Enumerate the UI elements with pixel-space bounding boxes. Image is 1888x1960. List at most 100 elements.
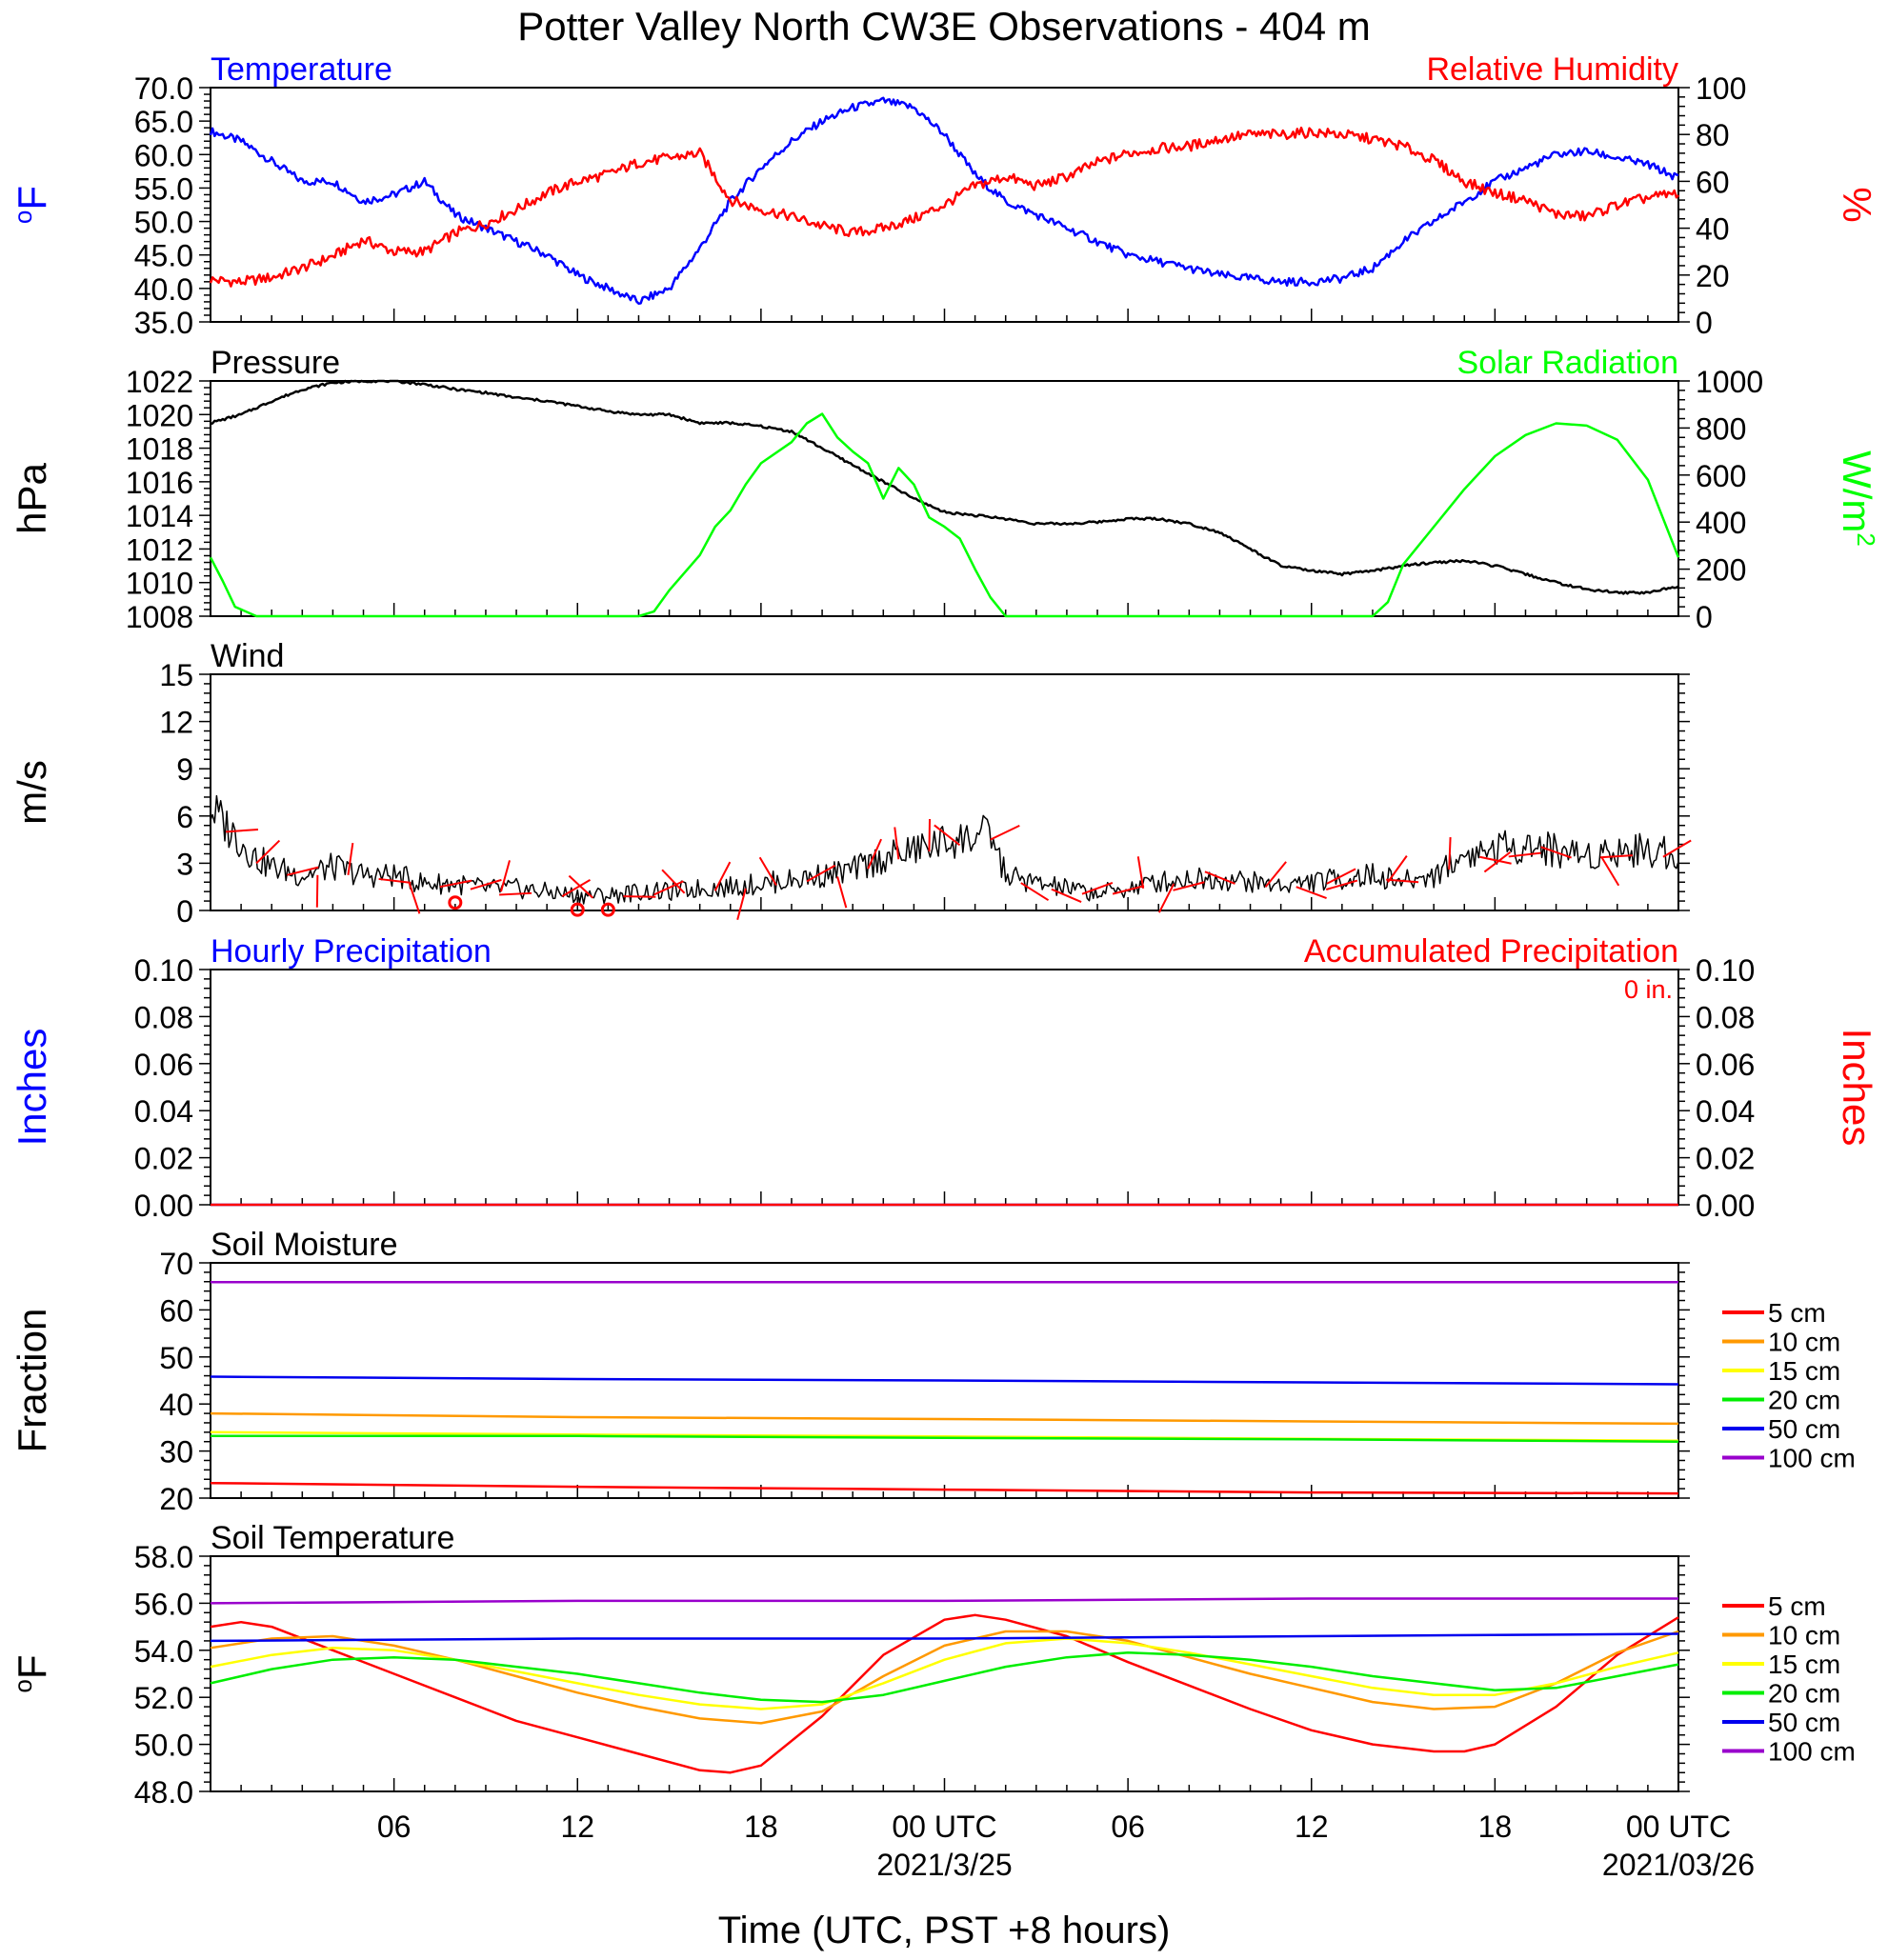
left-tick-label: 0.02 [134,1142,193,1176]
precip-total-annotation: 0 in. [1624,975,1673,1004]
x-tick-label: 06 [377,1810,412,1844]
wind-barb [806,864,836,883]
x-date-label: 2021/03/26 [1602,1848,1755,1882]
wind-barb [408,882,421,914]
wind-barb [1295,886,1327,899]
wind-barb [661,869,686,894]
panel-title-left: Soil Temperature [211,1520,454,1556]
calm-wind-marker [600,902,615,917]
left-tick-label: 0.04 [134,1094,193,1129]
right-tick-label: 0.08 [1696,1000,1755,1034]
y-axis-label-right: W/m2 [1835,450,1880,547]
x-tick-label: 18 [1478,1810,1513,1844]
left-tick-label: 70.0 [134,71,193,106]
left-tick-label: 20 [159,1482,193,1516]
right-tick-label: 200 [1696,553,1746,588]
series-wind [210,794,1679,905]
wind-barb [1508,851,1541,858]
wind-barb [894,827,900,860]
y-axis-label-left: Fraction [10,1309,54,1453]
wind-barb [287,866,319,876]
left-tick-label: 1008 [126,600,193,634]
left-tick-label: 1012 [126,532,193,567]
left-tick-label: 15 [159,658,193,692]
left-tick-label: 3 [176,847,193,881]
wind-barb [1173,881,1205,891]
panel-wind: 0 3 6 9 12 15 Wind m/s [10,638,1692,929]
left-tick-label: 70 [159,1247,193,1281]
right-tick-label: 600 [1696,459,1746,493]
figure-title: Potter Valley North CW3E Observations - … [517,4,1371,49]
legend-label: 10 cm [1768,1621,1840,1650]
legend-label: 20 cm [1768,1679,1840,1709]
left-tick-label: 54.0 [134,1634,193,1669]
wind-barb [1386,878,1419,884]
left-tick-label: 50.0 [134,206,193,240]
wind-barb [934,824,961,847]
wind-barb [1483,851,1512,873]
wind-barb [315,874,319,908]
series-pressure [210,379,1679,595]
right-tick-label: 400 [1696,506,1746,540]
wind-barb [1387,855,1408,883]
wind-barb [713,861,732,891]
left-tick-label: 40 [159,1388,193,1422]
x-axis-label: Time (UTC, PST +8 hours) [718,1910,1171,1951]
series-temperature [209,96,1679,306]
legend-label: 50 cm [1768,1708,1840,1737]
series-relative-humidity [209,126,1679,288]
legend-label: 50 cm [1768,1414,1840,1444]
right-tick-label: 0.00 [1696,1189,1755,1223]
panel-title-right: Relative Humidity [1426,51,1678,88]
wind-barb [758,856,777,887]
panel-title-left: Temperature [211,51,392,88]
series-20-cm [210,1651,1679,1704]
wind-barb [623,895,656,898]
y-axis-label-left: m/s [10,760,54,825]
panel-title-left: Soil Moisture [211,1227,398,1263]
wind-barb [225,828,259,833]
left-tick-label: 55.0 [134,171,193,206]
panel-title-left: Hourly Precipitation [211,933,492,970]
series-100-cm [210,1597,1678,1605]
wind-barb [1600,857,1620,887]
wind-barb [1157,883,1175,913]
panel-soil_moisture: 20 30 40 50 60 70 Soil Moisture Fraction 5 cm10 … [10,1227,1856,1516]
panel-precipitation: 0.00 0.02 0.04 0.06 0.08 0.10 0.00 0.02 0.04 0.06… [10,933,1879,1223]
left-tick-label: 6 [176,800,193,834]
left-tick-label: 65.0 [134,105,193,139]
y-axis-label-left: oF [9,1654,54,1692]
series-20-cm [211,1434,1679,1443]
legend-label: 15 cm [1768,1650,1840,1679]
wind-barb [1448,837,1452,870]
left-tick-label: 1018 [126,432,193,467]
left-tick-label: 12 [159,706,193,740]
series-50-cm [210,1632,1679,1643]
wind-barb [1662,839,1692,858]
legend-label: 5 cm [1768,1298,1826,1328]
panel-title-left: Wind [211,638,284,674]
y-axis-label-left: oF [9,186,54,224]
wind-barb [1136,856,1145,890]
panel-temperature_humidity: 35.040.045.050.055.060.065.070.0 0 20 40 60 8… [9,51,1879,340]
right-tick-label: 100 [1696,71,1746,106]
legend-label: 20 cm [1768,1386,1840,1415]
wind-barb [653,880,684,896]
wind-barb [1325,879,1358,890]
x-tick-label: 12 [1295,1810,1329,1844]
y-axis-label-left: Inches [10,1029,54,1147]
right-tick-label: 40 [1696,212,1730,247]
x-tick-label: 18 [744,1810,778,1844]
left-tick-label: 40.0 [134,272,193,307]
left-tick-label: 60.0 [134,138,193,172]
legend-label: 100 cm [1768,1444,1856,1473]
wind-barb [378,877,412,884]
wind-barb [1020,882,1050,902]
calm-wind-marker [570,902,585,917]
wind-barb [1479,855,1512,865]
wind-barb [1540,846,1572,859]
left-tick-label: 48.0 [134,1775,193,1810]
x-tick-label: 00 UTC [1626,1810,1731,1844]
left-tick-label: 1014 [126,499,193,533]
right-tick-label: 0 [1696,306,1713,340]
